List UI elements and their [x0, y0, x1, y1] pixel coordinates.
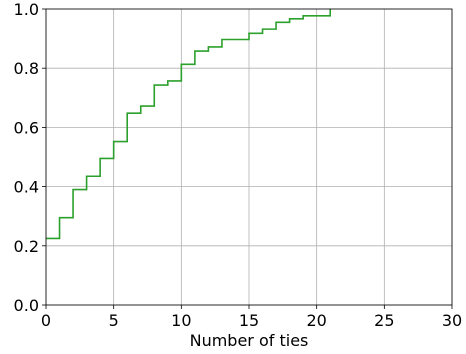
y-tick-label: 1.0 [14, 0, 39, 19]
grid [45, 8, 453, 306]
x-tick-label: 20 [306, 311, 326, 330]
series-layer [46, 9, 331, 240]
y-tick-label: 0.8 [14, 59, 39, 78]
x-tick-label: 30 [442, 311, 462, 330]
y-tick-label: 0.0 [14, 296, 39, 315]
x-tick-label: 10 [171, 311, 191, 330]
y-tick-label: 0.6 [14, 118, 39, 137]
x-tick-label: 25 [374, 311, 394, 330]
x-axis-label: Number of ties [190, 331, 309, 350]
x-tick-label: 15 [239, 311, 259, 330]
x-tick-label: 0 [41, 311, 51, 330]
x-axis-ticks: 0 5 10 15 20 25 30 [41, 305, 462, 330]
step-series-line [46, 9, 331, 240]
y-tick-label: 0.2 [14, 237, 39, 256]
y-tick-label: 0.4 [14, 178, 39, 197]
x-tick-label: 5 [109, 311, 119, 330]
y-axis-ticks: 0.0 0.2 0.4 0.6 0.8 1.0 [14, 0, 46, 315]
